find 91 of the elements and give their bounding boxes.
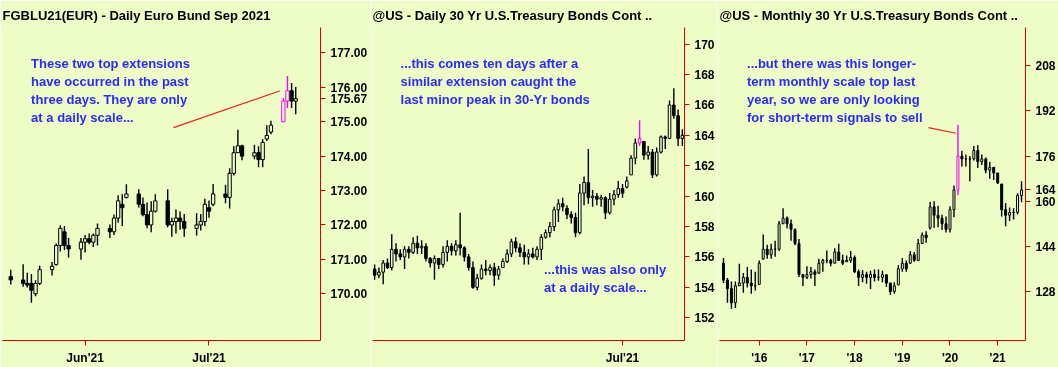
candlestick — [872, 268, 876, 283]
y-tick-label: 171.00 — [330, 252, 368, 267]
candlestick — [964, 153, 968, 168]
y-tick-label: 166 — [694, 98, 715, 113]
candlestick — [441, 245, 445, 269]
annotation: These two top extensions have occurred in the past three days. They are only at a daily scale... — [31, 55, 191, 125]
candlestick — [741, 272, 745, 294]
x-tick-label: '20 — [941, 350, 959, 365]
candlestick — [936, 205, 940, 228]
candlestick — [976, 144, 980, 169]
candlestick — [916, 238, 920, 262]
x-tick-label: '17 — [798, 350, 816, 365]
candlestick — [173, 208, 179, 235]
annotation: ...this comes ten days after a similar extension caught the last minor peak in 30-Yr bonds — [400, 55, 590, 107]
candlestick — [407, 245, 411, 260]
candlestick — [432, 254, 437, 281]
candlestick — [960, 150, 964, 168]
candlestick — [177, 210, 183, 231]
candlestick — [586, 148, 591, 205]
candlestick — [869, 270, 873, 290]
y-tick-label: 162 — [694, 159, 715, 174]
y-tick-label: 172.00 — [330, 218, 368, 233]
y-tick-label: 170 — [694, 37, 715, 52]
x-tick-label: Jul'21 — [605, 350, 640, 365]
candlestick — [415, 234, 420, 255]
x-tick-label: Jun'21 — [66, 350, 105, 365]
y-tick-label: 164 — [694, 128, 715, 143]
y-tick-label: 174.00 — [330, 149, 368, 164]
candlestick — [29, 273, 34, 304]
candlestick — [757, 259, 761, 286]
candlestick — [603, 195, 608, 220]
y-tick-label: 175.00 — [330, 115, 368, 130]
candlestick — [761, 233, 765, 261]
x-tick-label: '18 — [846, 350, 864, 365]
candlestick — [595, 192, 599, 206]
y-tick-label: 175.67 — [330, 92, 368, 107]
candlestick — [194, 212, 199, 237]
y-tick-label: 177.00 — [330, 46, 368, 61]
y-tick-label: 173.00 — [330, 184, 368, 199]
candlestick — [789, 218, 793, 242]
candlestick — [95, 222, 100, 247]
candlestick — [805, 265, 809, 280]
candlestick — [381, 259, 385, 285]
y-tick-label: 168 — [694, 68, 715, 83]
y-tick-label: 158 — [694, 220, 715, 235]
candlestick — [539, 233, 544, 261]
candlestick — [149, 200, 154, 233]
candlestick — [202, 198, 208, 227]
y-tick-label: 208 — [1035, 59, 1056, 74]
candlestick — [821, 258, 825, 273]
candlestick — [749, 268, 753, 295]
chart-title: @US - Daily 30 Yr U.S.Treasury Bonds Cont .. — [372, 7, 653, 23]
candlestick — [293, 86, 298, 115]
y-tick-label: 144 — [1035, 239, 1056, 254]
candlestick — [402, 245, 407, 270]
y-tick-label: 152 — [694, 311, 715, 326]
candlestick — [928, 201, 932, 231]
y-tick-label: 160 — [694, 189, 715, 204]
candlestick — [78, 237, 84, 261]
candlestick — [522, 244, 527, 266]
x-tick-label: '21 — [989, 350, 1007, 365]
candlestick — [389, 233, 394, 272]
candlestick — [1016, 192, 1020, 216]
candlestick — [120, 193, 125, 227]
y-tick-label: 192 — [1035, 104, 1056, 119]
x-tick-label: Jul'21 — [192, 350, 227, 365]
candlestick — [144, 201, 150, 230]
y-tick-label: 128 — [1035, 284, 1056, 299]
y-tick-label: 154 — [694, 280, 715, 295]
candlestick — [745, 266, 749, 289]
candlestick — [256, 145, 261, 168]
candlestick — [260, 138, 265, 168]
candlestick — [642, 140, 646, 161]
candlestick — [729, 280, 733, 310]
candlestick — [182, 213, 187, 238]
candlestick — [471, 260, 475, 290]
chart-title: FGBLU21(EUR) - Daily Euro Bund Sep 2021 — [2, 7, 271, 23]
x-tick-label: '19 — [894, 350, 911, 365]
y-tick-label: 170.00 — [330, 287, 368, 302]
candlestick — [458, 212, 462, 257]
y-tick-label: 156 — [694, 250, 715, 265]
candlestick — [264, 124, 269, 142]
annotation: ...this was also only at a daily scale... — [544, 262, 667, 296]
candlestick — [932, 200, 936, 229]
x-tick-label: '16 — [751, 350, 768, 365]
y-tick-label: 176 — [1035, 149, 1056, 164]
chart-title: @US - Monthly 30 Yr U.S.Treasury Bonds Cont .. — [719, 7, 1018, 23]
candlestick — [733, 280, 737, 309]
annotation: ...but there was this longer- term monthly scale top last year, so we are only looking for short-term signals to sell — [747, 55, 923, 125]
candlestick — [492, 262, 497, 287]
y-tick-label: 176.00 — [330, 80, 368, 95]
